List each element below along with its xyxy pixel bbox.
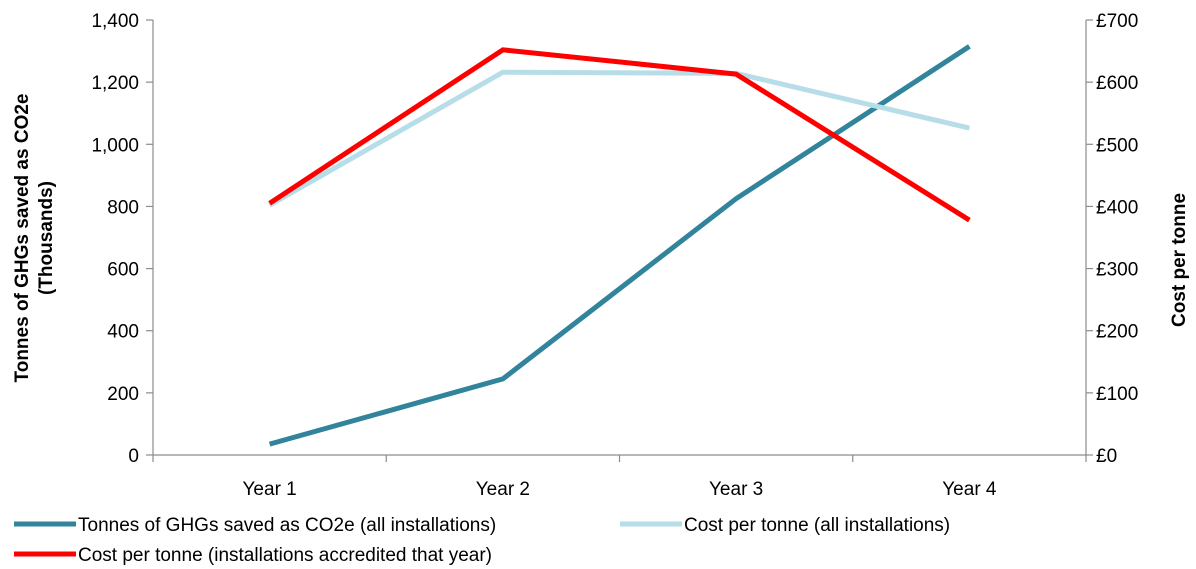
left-axis-title-line-1: Tonnes of GHGs saved as CO2e	[12, 94, 33, 383]
legend-item: Cost per tonne (installations accredited…	[14, 545, 492, 566]
x-tick-label: Year 2	[476, 479, 530, 500]
right-axis-title-text: Cost per tonne	[1169, 193, 1190, 327]
left-tick-label: 1,200	[91, 73, 139, 94]
right-tick-label: £600	[1096, 73, 1138, 94]
legend-label: Cost per tonne (all installations)	[684, 515, 950, 536]
left-tick-label: 400	[107, 322, 139, 343]
left-axis-title: Tonnes of GHGs saved as CO2e (Thousands)	[12, 94, 57, 383]
legend-item: Cost per tonne (all installations)	[620, 515, 950, 536]
series-line-3	[268, 47, 971, 223]
left-axis-ticks: 0 200 400 600 800 1,000 1,200 1,400	[91, 11, 153, 467]
left-tick-label: 1,000	[91, 135, 139, 156]
left-tick-label: 800	[107, 197, 139, 218]
x-tick-label: Year 1	[243, 479, 297, 500]
right-axis-ticks: £0 £100 £200 £300 £400 £500 £600 £700	[1086, 11, 1138, 467]
right-tick-label: £200	[1096, 322, 1138, 343]
series-line-2	[268, 69, 970, 208]
legend-label: Tonnes of GHGs saved as CO2e (all instal…	[78, 515, 496, 536]
series-lines	[268, 44, 971, 447]
legend-item: Tonnes of GHGs saved as CO2e (all instal…	[14, 515, 496, 536]
right-tick-label: £300	[1096, 260, 1138, 281]
left-tick-label: 200	[107, 384, 139, 405]
series-line-1	[268, 44, 971, 447]
right-axis-title: Cost per tonne	[1169, 193, 1190, 327]
x-tick-label: Year 4	[942, 479, 997, 500]
left-axis-title-line-2: (Thousands)	[36, 181, 57, 295]
right-tick-label: £700	[1096, 11, 1138, 32]
x-axis-ticks: Year 1 Year 2 Year 3 Year 4	[152, 455, 1087, 500]
legend-label: Cost per tonne (installations accredited…	[78, 545, 492, 566]
right-tick-label: £400	[1096, 197, 1138, 218]
legend: Tonnes of GHGs saved as CO2e (all instal…	[14, 515, 950, 566]
left-tick-label: 1,400	[91, 11, 139, 32]
right-tick-label: £500	[1096, 135, 1138, 156]
x-tick-label: Year 3	[709, 479, 763, 500]
left-tick-label: 0	[128, 446, 139, 467]
right-tick-label: £0	[1096, 446, 1117, 467]
left-tick-label: 600	[107, 260, 139, 281]
right-tick-label: £100	[1096, 384, 1138, 405]
